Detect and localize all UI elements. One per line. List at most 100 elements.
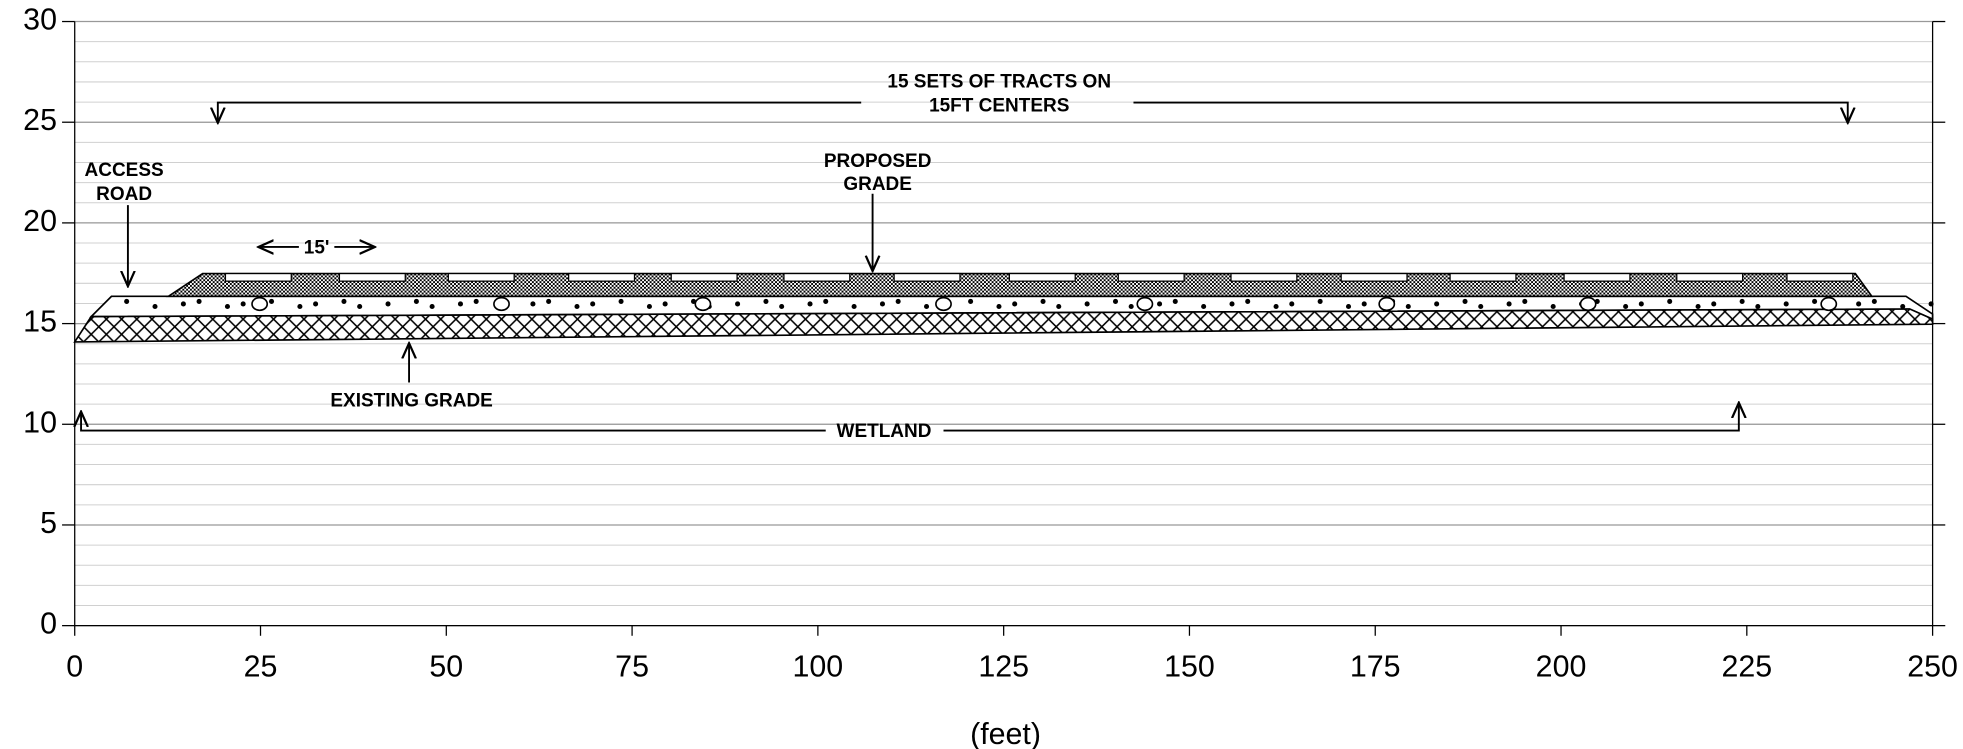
x-tick-label: 125 xyxy=(978,650,1029,684)
aggregate-dot xyxy=(1084,301,1090,307)
aggregate-dot xyxy=(823,298,829,304)
stone xyxy=(694,296,712,312)
aggregate-dot xyxy=(530,301,536,307)
aggregate-dot xyxy=(1871,298,1877,304)
tract-pad xyxy=(1676,272,1744,282)
aggregate-dot xyxy=(180,301,186,307)
aggregate-dot xyxy=(1550,303,1556,310)
aggregate-dot xyxy=(1711,301,1717,307)
aggregate-dot xyxy=(1695,303,1701,310)
decoration xyxy=(124,272,1934,312)
aggregate-dot xyxy=(646,303,652,310)
aggregate-dot xyxy=(1522,298,1528,304)
aggregate-dot xyxy=(1405,303,1411,310)
x-tick-label: 0 xyxy=(66,650,83,684)
x-tick-label: 75 xyxy=(615,650,649,684)
aggregate-dot xyxy=(152,303,158,310)
aggregate-dot xyxy=(1638,301,1644,307)
tract-pad xyxy=(1230,272,1298,282)
x-tick-label: 100 xyxy=(793,650,844,684)
aggregate-dot xyxy=(996,303,1002,310)
aggregate-dot xyxy=(968,298,974,304)
tract-pad xyxy=(568,272,636,282)
stone xyxy=(1136,296,1154,312)
aggregate-dot xyxy=(1157,301,1163,307)
aggregate-dot xyxy=(1056,303,1062,310)
stone xyxy=(1378,296,1396,312)
stone xyxy=(251,296,269,312)
x-tick-label: 25 xyxy=(244,650,278,684)
y-tick-label: 10 xyxy=(23,405,57,439)
aggregate-dot xyxy=(1128,303,1134,310)
x-tick-label: 150 xyxy=(1164,650,1215,684)
aggregate-dot xyxy=(618,298,624,304)
aggregate-dot xyxy=(546,298,552,304)
aggregate-dot xyxy=(1900,303,1906,310)
aggregate-dot xyxy=(662,301,668,307)
y-tick-label: 20 xyxy=(23,204,57,238)
x-tick-label: 200 xyxy=(1536,650,1587,684)
aggregate-dot xyxy=(1812,298,1818,304)
annotation: ACCESS xyxy=(85,160,164,181)
aggregate-dot xyxy=(1856,301,1862,307)
aggregate-dot xyxy=(341,298,347,304)
aggregate-dot xyxy=(385,301,391,307)
aggregate-dot xyxy=(224,303,230,310)
aggregate-dot xyxy=(1201,303,1207,310)
y-tick-label: 5 xyxy=(40,506,57,540)
aggregate-dot xyxy=(1040,298,1046,304)
aggregate-dot xyxy=(1273,303,1279,310)
aggregate-dot xyxy=(590,301,596,307)
x-tick-label: 50 xyxy=(429,650,463,684)
stone xyxy=(493,296,510,312)
aggregate-dot xyxy=(1506,301,1512,307)
tract-pad xyxy=(224,272,292,282)
aggregate-dot xyxy=(1289,301,1295,307)
annotation: 15 SETS OF TRACTS ON xyxy=(887,71,1111,92)
annotation: PROPOSED xyxy=(824,151,932,172)
aggregate-dot xyxy=(297,303,303,310)
aggregate-dot xyxy=(924,303,930,310)
aggregate-dot xyxy=(1317,298,1323,304)
stone xyxy=(1579,296,1597,312)
annotation: 15' xyxy=(304,237,330,258)
layers xyxy=(73,272,1934,343)
annotation: WETLAND xyxy=(837,421,932,442)
aggregate-dot xyxy=(574,303,580,310)
tract-pad xyxy=(1449,272,1517,282)
aggregate-dot xyxy=(851,303,857,310)
aggregate-dot xyxy=(1434,301,1440,307)
wetland-bracket xyxy=(81,403,1739,432)
aggregate-dot xyxy=(807,301,813,307)
aggregate-dot xyxy=(1462,298,1468,304)
tract-pad xyxy=(338,272,406,282)
tract-pad xyxy=(1563,272,1631,282)
annotation: ROAD xyxy=(96,184,152,205)
aggregate-dot xyxy=(1345,303,1352,310)
aggregate-dot xyxy=(196,298,202,304)
tract-pad xyxy=(670,272,738,282)
aggregate-dot xyxy=(429,303,435,310)
annotations xyxy=(81,101,1848,432)
aggregate-dot xyxy=(1172,298,1178,304)
aggregate-dot xyxy=(457,301,464,307)
aggregate-dot xyxy=(1667,298,1673,304)
x-tick-label: 175 xyxy=(1350,650,1401,684)
aggregate-dot xyxy=(1783,301,1789,307)
tracts-bracket xyxy=(218,101,1848,123)
aggregate-dot xyxy=(240,301,246,307)
aggregate-dot xyxy=(313,301,319,307)
aggregate-dot xyxy=(268,298,275,304)
aggregate-dot xyxy=(1623,303,1629,310)
y-tick-label: 30 xyxy=(23,3,57,37)
x-tick-label: 225 xyxy=(1721,650,1772,684)
annotation: GRADE xyxy=(843,174,912,195)
x-axis-label: (feet) xyxy=(970,717,1041,749)
aggregate-dot xyxy=(357,303,363,310)
existing-grade-layer xyxy=(73,308,1934,343)
y-tick-label: 25 xyxy=(23,103,57,137)
aggregate-dot xyxy=(1112,298,1119,304)
aggregate-dot xyxy=(1739,298,1745,304)
